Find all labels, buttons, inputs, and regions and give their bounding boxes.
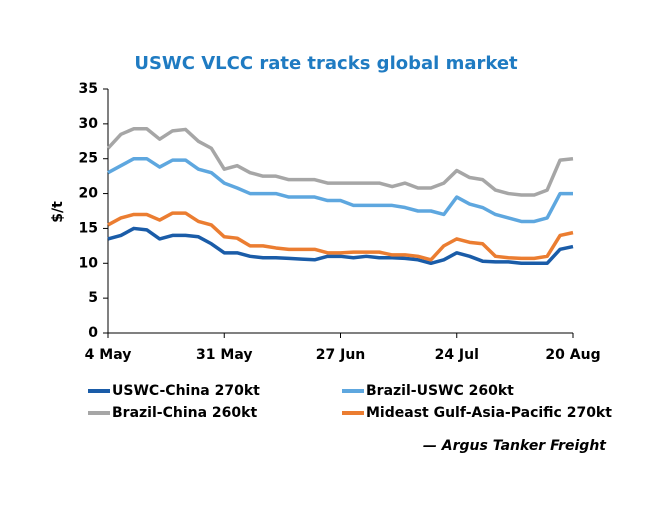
- x-tick-label: 4 May: [85, 347, 132, 363]
- x-tick-label: 31 May: [196, 347, 252, 363]
- series-line: [106, 126, 574, 197]
- legend-label: USWC-China 270kt: [112, 383, 260, 399]
- series-line: [107, 156, 573, 224]
- legend-label: Brazil-China 260kt: [112, 405, 257, 421]
- y-tick-label: 0: [88, 325, 98, 341]
- source: — Argus Tanker Freight: [423, 438, 607, 454]
- legend-label: Mideast Gulf-Asia-Pacific 270kt: [366, 405, 612, 421]
- series-line: [107, 211, 574, 262]
- y-axis-label: $/t: [50, 201, 66, 223]
- y-tick-label: 5: [88, 290, 98, 306]
- legend-label: Brazil-USWC 260kt: [366, 383, 514, 399]
- y-tick-label: 35: [79, 81, 98, 97]
- y-tick-label: 25: [79, 151, 98, 167]
- y-tick-label: 15: [79, 220, 98, 236]
- y-tick-label: 20: [79, 186, 99, 202]
- y-tick-label: 30: [79, 116, 99, 132]
- x-tick-label: 27 Jun: [316, 347, 366, 363]
- x-tick-label: 20 Aug: [545, 347, 600, 363]
- x-tick-label: 24 Jul: [435, 347, 479, 363]
- chart-title: USWC VLCC rate tracks global market: [134, 53, 518, 74]
- series-line: [107, 226, 574, 266]
- y-tick-label: 10: [79, 255, 99, 271]
